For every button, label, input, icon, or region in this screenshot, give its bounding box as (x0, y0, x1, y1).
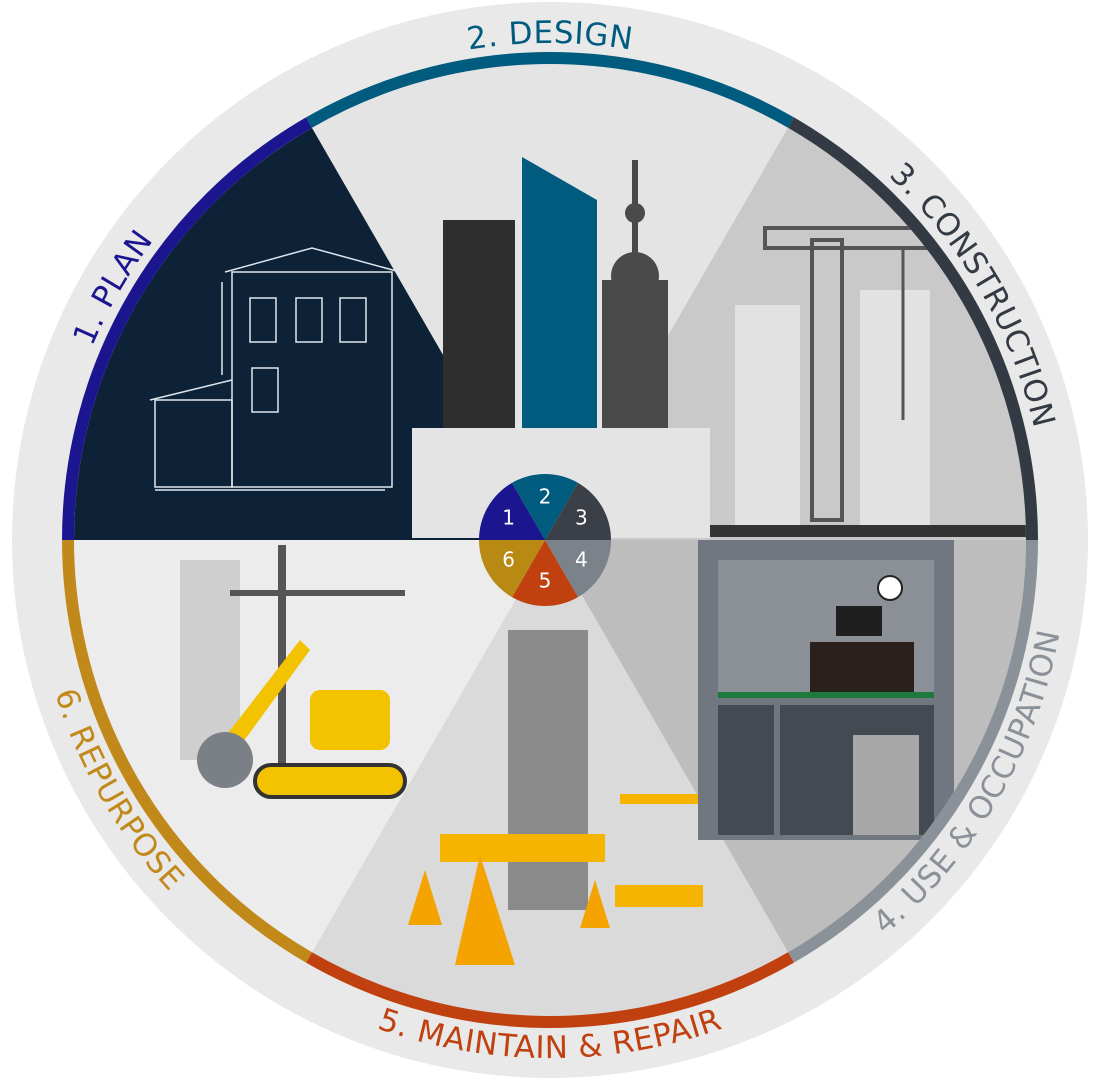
tower (602, 280, 668, 428)
pie-number: 5 (539, 569, 552, 593)
wall (718, 705, 774, 835)
rubble (197, 732, 253, 788)
cone (580, 880, 610, 928)
pie-number: 4 (575, 548, 588, 572)
pie-number: 2 (539, 485, 552, 509)
crane-mast (278, 545, 286, 775)
crane-mast (810, 238, 844, 522)
stage-ring (62, 52, 1038, 1028)
clock (877, 575, 903, 601)
center-pie: 123 456 (479, 473, 611, 606)
blueprint-house (149, 247, 401, 491)
ground (710, 525, 1026, 537)
building (860, 290, 930, 525)
cone (408, 870, 442, 925)
crane-jib (230, 590, 405, 596)
pie-slice (479, 482, 545, 540)
stage-arc (62, 117, 313, 541)
cone (455, 855, 515, 965)
stage-arc (306, 52, 794, 128)
pie-number: 1 (502, 506, 515, 530)
pie-slice (545, 540, 611, 598)
stage-arc (787, 117, 1038, 541)
pie-slice (512, 473, 578, 540)
pie-slice (512, 540, 578, 606)
stage-arc (787, 539, 1038, 963)
excavator-body (310, 690, 390, 750)
lift-top (620, 794, 698, 804)
desk (810, 642, 914, 692)
elevator (853, 735, 919, 835)
building (735, 305, 800, 525)
pie-number: 6 (502, 548, 515, 572)
pie-slice (479, 540, 545, 598)
stage-label-text: 2. DESIGN (465, 15, 635, 58)
pie-number: 3 (575, 506, 588, 530)
shelf (718, 692, 934, 698)
monitor (836, 606, 882, 636)
barrier (440, 834, 605, 862)
stage-arc (62, 539, 313, 963)
lift (615, 885, 703, 907)
dome (611, 252, 659, 300)
excavator-tracks (253, 763, 407, 799)
stage-label: 2. DESIGN (465, 15, 636, 58)
tower (508, 630, 588, 910)
excavator-arm (215, 640, 310, 760)
tower (522, 157, 597, 428)
spire-ball (625, 203, 645, 223)
pie-slice (545, 482, 611, 540)
stage-arc (306, 952, 794, 1028)
tower (443, 220, 515, 428)
